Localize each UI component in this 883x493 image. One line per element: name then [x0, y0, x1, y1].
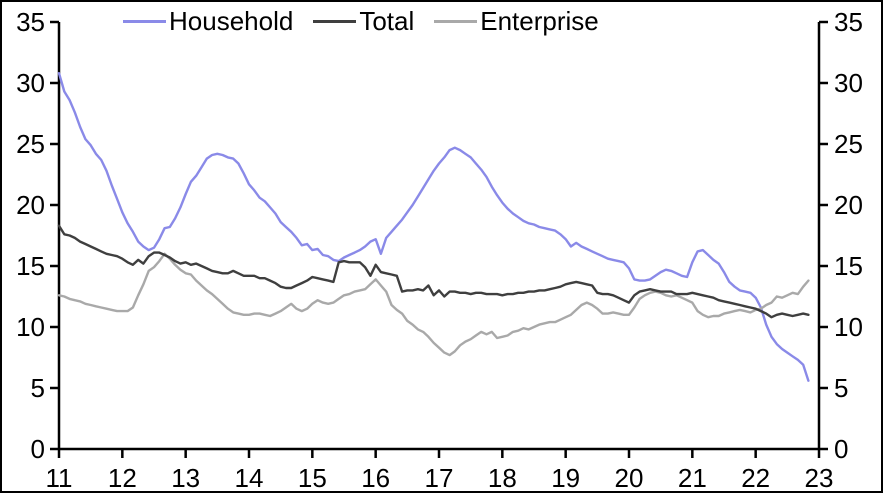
legend-item-household: Household — [123, 8, 293, 34]
chart-legend: Household Total Enterprise — [123, 4, 599, 38]
y-axis-label-left: 10 — [16, 312, 45, 342]
y-axis-label-right: 5 — [834, 373, 848, 403]
x-axis-label: 13 — [171, 463, 200, 493]
legend-label: Household — [169, 6, 294, 36]
legend-label: Enterprise — [480, 6, 599, 36]
y-axis-label-right: 25 — [834, 129, 863, 159]
y-axis-label-right: 30 — [834, 68, 863, 98]
y-axis-label-left: 15 — [16, 251, 45, 281]
series-line-total — [57, 224, 810, 319]
x-axis-label: 16 — [361, 463, 390, 493]
x-axis-label: 21 — [678, 463, 707, 493]
x-axis-label: 12 — [108, 463, 137, 493]
legend-item-total: Total — [313, 8, 414, 34]
y-axis-label-right: 0 — [834, 434, 848, 464]
legend-line-swatch — [313, 19, 357, 23]
y-axis-label-right: 15 — [834, 251, 863, 281]
x-axis-label: 11 — [46, 463, 73, 493]
x-axis-label: 20 — [615, 463, 644, 493]
series-line-enterprise — [57, 252, 810, 357]
y-axis-label-left: 0 — [31, 434, 45, 464]
y-axis-label-left: 5 — [31, 373, 45, 403]
legend-line-swatch — [123, 19, 166, 23]
x-axis-label: 19 — [551, 463, 580, 493]
legend-item-enterprise: Enterprise — [434, 8, 599, 34]
x-axis-label: 23 — [805, 463, 834, 493]
y-axis-label-right: 20 — [834, 190, 863, 220]
x-axis-label: 17 — [425, 463, 454, 493]
y-axis-label-left: 20 — [16, 190, 45, 220]
y-axis-label-left: 25 — [16, 129, 45, 159]
x-axis-label: 14 — [235, 463, 264, 493]
x-axis-label: 18 — [488, 463, 517, 493]
y-axis-label-left: 35 — [16, 7, 45, 37]
x-axis-label: 22 — [741, 463, 770, 493]
y-axis-label-right: 35 — [834, 7, 863, 37]
y-axis-label-right: 10 — [834, 312, 863, 342]
x-axis-label: 15 — [298, 463, 327, 493]
legend-line-swatch — [434, 19, 478, 23]
y-axis-label-left: 30 — [16, 68, 45, 98]
series-line-household — [57, 71, 810, 382]
legend-label: Total — [359, 6, 415, 36]
